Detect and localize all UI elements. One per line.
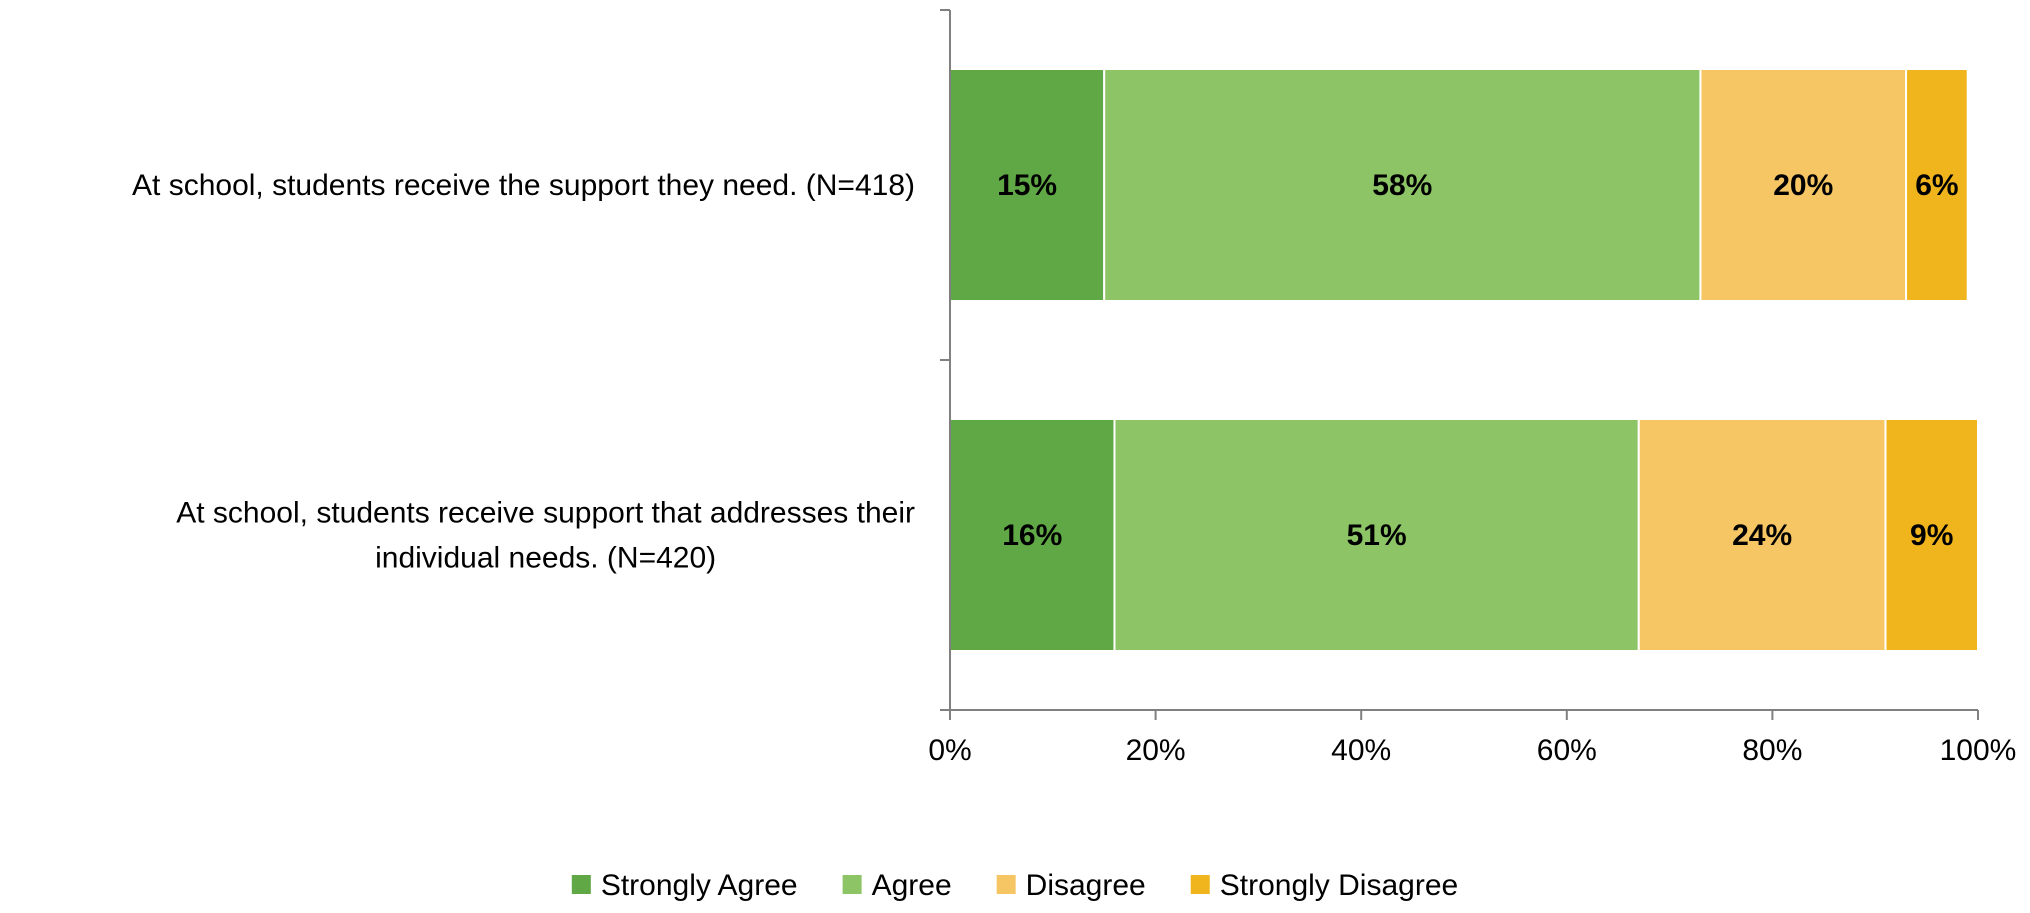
legend-swatch (571, 875, 591, 894)
category-label-line: At school, students receive support that… (176, 497, 915, 530)
bar-2-disagree (1637, 418, 1887, 652)
data-label: 6% (1915, 169, 1958, 202)
x-tick-label: 80% (1742, 734, 1802, 767)
bars-group (949, 68, 1979, 652)
data-labels-group: 15% 58% 20% 6% 16% 51% 24% 9% (997, 169, 1958, 552)
data-label: 15% (997, 169, 1057, 202)
category-label-line: individual needs. (N=420) (375, 542, 716, 575)
data-label: 58% (1372, 169, 1432, 202)
data-label: 20% (1773, 169, 1833, 202)
legend-item: Strongly Disagree (1190, 869, 1458, 902)
legend-swatch (842, 875, 862, 894)
x-tick-label: 60% (1537, 734, 1597, 767)
legend-item: Agree (842, 869, 952, 902)
data-label: 51% (1347, 519, 1407, 552)
legend-label: Disagree (1026, 869, 1146, 902)
category-label: At school, students receive support that… (176, 497, 915, 575)
legend-label: Agree (872, 869, 952, 902)
bar-2-agree (1113, 418, 1640, 652)
category-label-line: At school, students receive the support … (132, 169, 915, 202)
x-tick-label: 0% (928, 734, 971, 767)
legend-swatch (996, 875, 1016, 894)
category-labels-group: At school, students receive the support … (132, 169, 915, 575)
category-label: At school, students receive the support … (132, 169, 915, 202)
data-label: 9% (1910, 519, 1953, 552)
legend: Strongly Agree Agree Disagree Strongly Disa… (571, 869, 1458, 902)
bar-1-disagree (1699, 68, 1908, 302)
legend-label: Strongly Disagree (1220, 869, 1458, 902)
legend-swatch (1190, 875, 1210, 894)
bar-2-strongly-disagree (1884, 418, 1979, 652)
axes-group: 0% 20% 40% 60% 80% 100% (928, 9, 2017, 767)
legend-item: Disagree (996, 869, 1146, 902)
bar-1-strongly-agree (949, 68, 1106, 302)
bar-1-strongly-disagree (1905, 68, 1969, 302)
legend-label: Strongly Agree (601, 869, 798, 902)
legend-item: Strongly Agree (571, 869, 798, 902)
x-tick-label: 20% (1126, 734, 1186, 767)
data-label: 16% (1002, 519, 1062, 552)
data-label: 24% (1732, 519, 1792, 552)
bar-1-agree (1103, 68, 1702, 302)
bar-2-strongly-agree (949, 418, 1116, 652)
x-tick-label: 40% (1331, 734, 1391, 767)
x-tick-label: 100% (1940, 734, 2017, 767)
